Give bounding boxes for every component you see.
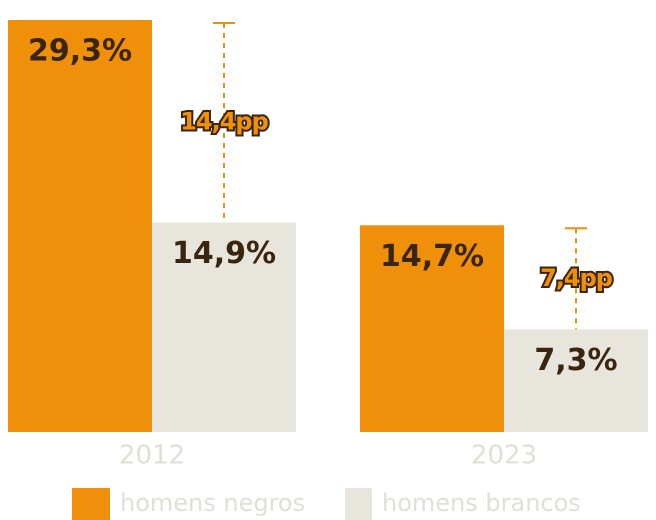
legend-swatch [72, 488, 110, 520]
x-tick-label: 2023 [471, 441, 537, 471]
x-tick-label: 2012 [119, 441, 185, 471]
legend-swatch [345, 488, 372, 520]
legend-label: homens brancos [382, 489, 581, 517]
value-label: 14,9% [172, 236, 276, 271]
gap-annotation: 7,4pp [540, 264, 613, 292]
bar [152, 222, 296, 432]
value-label: 29,3% [28, 34, 132, 69]
value-label: 7,3% [534, 343, 617, 378]
bar [360, 225, 504, 432]
bar [8, 20, 152, 432]
bar [504, 329, 648, 432]
gap-annotation: 14,4pp [180, 108, 268, 136]
legend-label: homens negros [120, 489, 305, 517]
value-label: 14,7% [380, 239, 484, 274]
